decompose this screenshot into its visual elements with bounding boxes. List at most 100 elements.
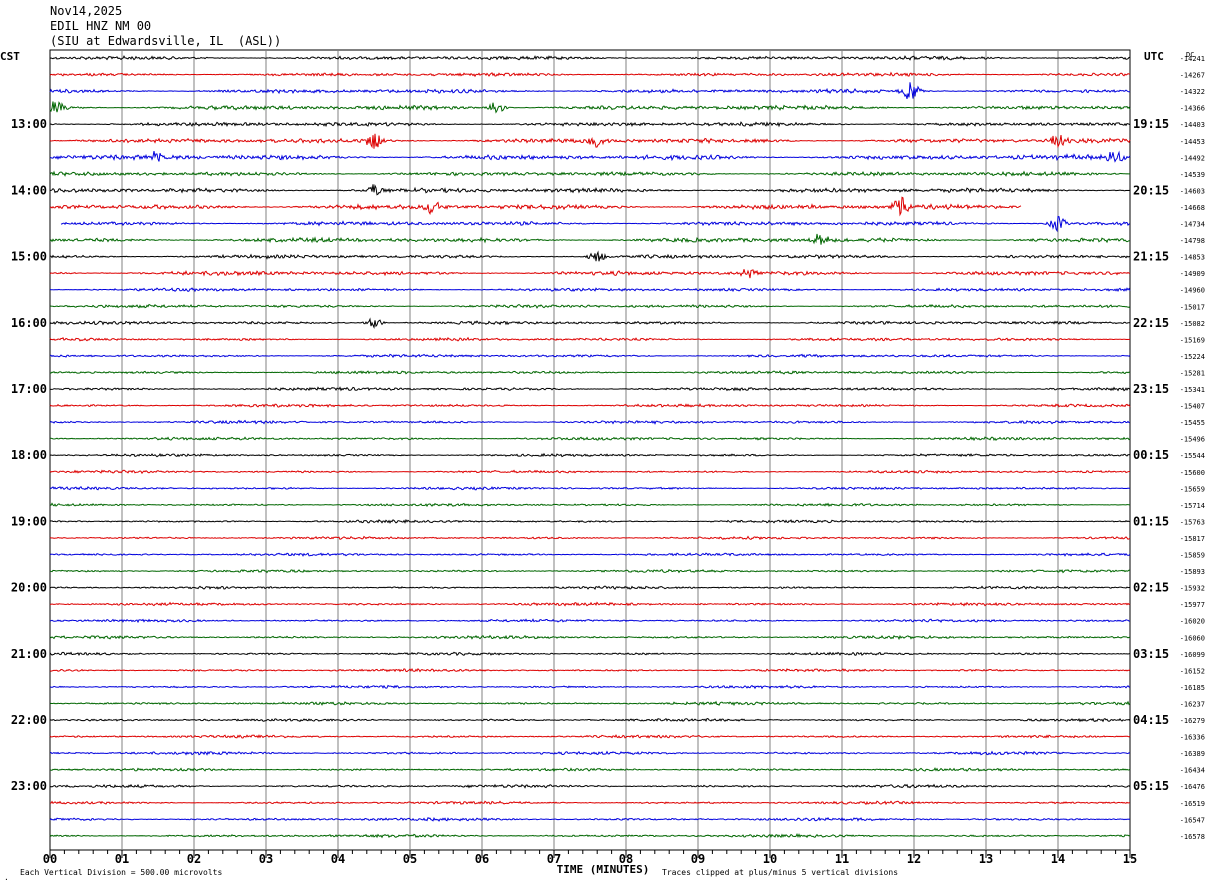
trace-row bbox=[49, 150, 1131, 163]
dc-offset-label: -15281 bbox=[1180, 369, 1205, 377]
dc-offset-label: -15496 bbox=[1180, 436, 1205, 444]
dc-offset-label: -16185 bbox=[1180, 684, 1205, 692]
dc-offset-label: -15859 bbox=[1180, 552, 1205, 560]
right-hour-label: 05:15 bbox=[1133, 779, 1169, 793]
axis-labels: 00 01 02 03 04 05 06 07 08 09 10 11 12 13 14 15 TIME (MI… bbox=[0, 50, 1205, 882]
dc-offset-label: -14366 bbox=[1180, 105, 1205, 113]
trace-row bbox=[49, 233, 1130, 245]
trace-row bbox=[49, 518, 1131, 524]
left-hour-label: 14:00 bbox=[11, 183, 47, 197]
dc-offset-label: -16237 bbox=[1180, 700, 1205, 708]
dc-offset-label: -15224 bbox=[1180, 353, 1205, 361]
dc-offset-label: -15544 bbox=[1180, 452, 1205, 460]
left-timezone-label: CST bbox=[0, 50, 20, 63]
trace-row bbox=[49, 832, 1131, 839]
left-hour-label: 22:00 bbox=[11, 713, 47, 727]
trace-row bbox=[49, 800, 1131, 806]
trace-row bbox=[49, 618, 1131, 624]
trace-row bbox=[49, 287, 1131, 293]
dc-offset-label: -14668 bbox=[1180, 204, 1205, 212]
trace-row bbox=[49, 370, 1131, 375]
trace-row bbox=[49, 121, 1131, 128]
x-tick-label: 06 bbox=[475, 852, 489, 866]
right-hour-label: 00:15 bbox=[1133, 448, 1169, 462]
trace-row bbox=[49, 403, 1131, 408]
dc-offset-label: -15407 bbox=[1180, 403, 1205, 411]
dc-offset-label: -16279 bbox=[1180, 717, 1205, 725]
left-hour-label: 15:00 bbox=[11, 250, 47, 264]
trace-row bbox=[49, 502, 1131, 508]
x-tick-label: 11 bbox=[835, 852, 849, 866]
trace-row bbox=[49, 101, 1131, 114]
left-hour-label: 23:00 bbox=[11, 779, 47, 793]
x-tick-label: 01 bbox=[115, 852, 129, 866]
dc-offset-label: -15659 bbox=[1180, 485, 1205, 493]
plot-frame bbox=[49, 49, 1131, 851]
x-tick-label: 02 bbox=[187, 852, 201, 866]
trace-row bbox=[49, 55, 1131, 61]
x-tick-label: 09 bbox=[691, 852, 705, 866]
right-hour-label: 03:15 bbox=[1133, 647, 1169, 661]
corner-mark: . bbox=[4, 873, 9, 882]
dc-offset-label: -16434 bbox=[1180, 767, 1205, 775]
trace-row bbox=[49, 452, 1131, 458]
dc-offset-label: -15714 bbox=[1180, 502, 1205, 510]
dc-offset-label: -15817 bbox=[1180, 535, 1205, 543]
dc-offset-label: -16020 bbox=[1180, 618, 1205, 626]
trace-row bbox=[49, 317, 1131, 329]
trace-row bbox=[49, 436, 1131, 442]
left-hour-label: 20:00 bbox=[11, 581, 47, 595]
dc-offset-label: -14241 bbox=[1180, 55, 1205, 63]
trace-row bbox=[49, 196, 1022, 217]
trace-row bbox=[49, 170, 1130, 177]
dc-offset-label: -15341 bbox=[1180, 386, 1205, 394]
dc-offset-label: -16152 bbox=[1180, 667, 1205, 675]
x-axis-label: TIME (MINUTES) bbox=[557, 863, 650, 876]
right-hour-label: 20:15 bbox=[1133, 183, 1169, 197]
trace-row bbox=[49, 250, 1131, 262]
left-hour-label: 13:00 bbox=[11, 117, 47, 131]
x-tick-label: 15 bbox=[1123, 852, 1137, 866]
dc-offset-label: -15763 bbox=[1180, 518, 1205, 526]
trace-row bbox=[49, 667, 1131, 673]
trace-row bbox=[60, 215, 1131, 233]
trace-row bbox=[49, 734, 1131, 739]
dc-offset-label: -15932 bbox=[1180, 585, 1205, 593]
left-hour-label: 19:00 bbox=[11, 514, 47, 528]
dc-offset-label: -14492 bbox=[1180, 154, 1205, 162]
right-timezone-label: UTC bbox=[1144, 50, 1164, 63]
trace-row bbox=[49, 750, 1131, 756]
right-hour-label: 19:15 bbox=[1133, 117, 1169, 131]
dc-offset-label: -16060 bbox=[1180, 634, 1205, 642]
header-date: Nov14,2025 bbox=[50, 4, 123, 18]
trace-row bbox=[49, 183, 1131, 196]
trace-row bbox=[49, 568, 1131, 574]
dc-offset-label: -14453 bbox=[1180, 138, 1205, 146]
x-tick-label: 13 bbox=[979, 852, 993, 866]
dc-offset-label: -16476 bbox=[1180, 783, 1205, 791]
trace-row bbox=[49, 133, 1131, 149]
right-hour-label: 02:15 bbox=[1133, 581, 1169, 595]
grid bbox=[49, 49, 1131, 858]
dc-offset-label: -16547 bbox=[1180, 816, 1205, 824]
dc-offset-label: -14267 bbox=[1180, 72, 1205, 80]
x-tick-label: 07 bbox=[547, 852, 561, 866]
dc-offset-label: -15977 bbox=[1180, 601, 1205, 609]
left-hour-label: 18:00 bbox=[11, 448, 47, 462]
trace-row bbox=[49, 783, 1131, 789]
x-tick-label: 05 bbox=[403, 852, 417, 866]
dc-offset-label: -15893 bbox=[1180, 568, 1205, 576]
dc-offset-label: -16578 bbox=[1180, 833, 1205, 841]
dc-offset-label: -15600 bbox=[1180, 469, 1205, 477]
x-tick-label: 12 bbox=[907, 852, 921, 866]
right-hour-label: 22:15 bbox=[1133, 316, 1169, 330]
dc-offset-label: -15017 bbox=[1180, 303, 1205, 311]
trace-row bbox=[49, 336, 1130, 342]
trace-row bbox=[49, 717, 1131, 723]
dc-offset-label: -16336 bbox=[1180, 734, 1205, 742]
dc-offset-label: -14798 bbox=[1180, 237, 1205, 245]
trace-row bbox=[49, 601, 1131, 607]
right-hour-label: 21:15 bbox=[1133, 250, 1169, 264]
trace-row bbox=[49, 82, 1131, 100]
